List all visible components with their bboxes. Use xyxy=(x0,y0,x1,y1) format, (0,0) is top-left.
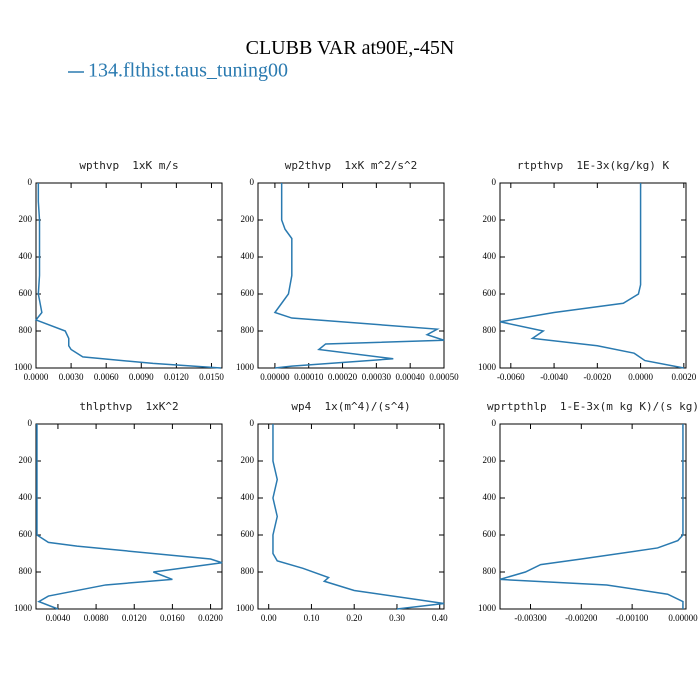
x-tick-label: -0.0040 xyxy=(540,372,568,382)
x-tick-label: 0.00020 xyxy=(328,372,358,382)
y-tick-label: 0 xyxy=(492,418,497,428)
plot-frame xyxy=(35,182,223,369)
plot-frame xyxy=(499,182,687,369)
x-tick-label: 0.00010 xyxy=(294,372,324,382)
x-tick-label: 0.30 xyxy=(389,613,405,623)
plot-frame xyxy=(35,423,223,610)
x-tick-label: 0.0040 xyxy=(46,613,71,623)
x-tick-label: 0.40 xyxy=(432,613,448,623)
y-tick-label: 600 xyxy=(241,529,255,539)
x-tick-label: 0.20 xyxy=(346,613,362,623)
x-tick-label: 0.0090 xyxy=(129,372,154,382)
y-tick-label: 1000 xyxy=(478,362,497,372)
y-tick-label: 0 xyxy=(492,177,497,187)
x-tick-label: 0.00040 xyxy=(396,372,426,382)
x-tick-label: -0.0060 xyxy=(497,372,525,382)
plot-frame xyxy=(257,423,445,610)
x-tick-label: 0.00030 xyxy=(362,372,392,382)
y-tick-label: 600 xyxy=(483,529,497,539)
subplot-title: wpthvp 1xK m/s xyxy=(79,159,178,172)
x-tick-label: 0.0060 xyxy=(94,372,119,382)
x-tick-label: 0.00 xyxy=(261,613,277,623)
y-tick-label: 200 xyxy=(241,455,255,465)
profile-line xyxy=(34,183,221,369)
plot-frame xyxy=(257,182,445,369)
y-tick-label: 800 xyxy=(19,325,33,335)
y-tick-label: 600 xyxy=(19,529,33,539)
y-tick-label: 600 xyxy=(19,288,33,298)
y-tick-label: 400 xyxy=(241,492,255,502)
x-tick-label: -0.0020 xyxy=(583,372,611,382)
figure-title: CLUBB VAR at90E,-45N xyxy=(246,37,455,59)
y-tick-label: 400 xyxy=(19,251,33,261)
profile-line xyxy=(272,424,445,610)
y-tick-label: 200 xyxy=(19,455,33,465)
x-tick-label: 0.0030 xyxy=(59,372,84,382)
y-tick-label: 1000 xyxy=(14,603,33,613)
y-tick-label: 200 xyxy=(241,214,255,224)
y-tick-label: 800 xyxy=(483,566,497,576)
y-tick-label: 1000 xyxy=(236,603,255,613)
subplot-title: rtpthvp 1E-3x(kg/kg) K xyxy=(517,159,670,172)
y-tick-label: 800 xyxy=(241,325,255,335)
y-tick-label: 600 xyxy=(483,288,497,298)
y-tick-label: 0 xyxy=(28,177,33,187)
y-tick-label: 400 xyxy=(483,251,497,261)
profile-line xyxy=(36,424,223,610)
x-tick-label: 0.0160 xyxy=(160,613,185,623)
y-tick-label: 200 xyxy=(483,214,497,224)
profile-line xyxy=(499,183,684,369)
x-tick-label: 0.10 xyxy=(304,613,320,623)
subplot-title: wp4 1x(m^4)/(s^4) xyxy=(291,400,410,413)
x-tick-label: 0.0080 xyxy=(84,613,109,623)
y-tick-label: 0 xyxy=(250,177,255,187)
y-tick-label: 0 xyxy=(250,418,255,428)
y-tick-label: 800 xyxy=(241,566,255,576)
profile-line xyxy=(499,424,684,609)
y-tick-label: 800 xyxy=(19,566,33,576)
x-tick-label: 0.0000 xyxy=(24,372,49,382)
x-tick-label: -0.00200 xyxy=(565,613,598,623)
y-tick-label: 600 xyxy=(241,288,255,298)
x-tick-label: -0.00300 xyxy=(514,613,547,623)
x-tick-label: 0.00000 xyxy=(668,613,698,623)
y-tick-label: 200 xyxy=(483,455,497,465)
y-tick-label: 800 xyxy=(483,325,497,335)
x-tick-label: -0.00100 xyxy=(616,613,649,623)
x-tick-label: 0.00050 xyxy=(429,372,459,382)
subplot-title: wp2thvp 1xK m^2/s^2 xyxy=(285,159,417,172)
y-tick-label: 200 xyxy=(19,214,33,224)
y-tick-label: 400 xyxy=(483,492,497,502)
y-tick-label: 1000 xyxy=(236,362,255,372)
plot-frame xyxy=(499,423,687,610)
subplot-title: thlpthvp 1xK^2 xyxy=(79,400,178,413)
y-tick-label: 400 xyxy=(241,251,255,261)
y-tick-label: 400 xyxy=(19,492,33,502)
legend-label: 134.flthist.taus_tuning00 xyxy=(88,60,288,82)
y-tick-label: 0 xyxy=(28,418,33,428)
x-tick-label: 0.0120 xyxy=(164,372,189,382)
x-tick-label: 0.0120 xyxy=(122,613,147,623)
x-tick-label: 0.00000 xyxy=(260,372,290,382)
x-tick-label: 0.0020 xyxy=(671,372,696,382)
x-tick-label: 0.0000 xyxy=(628,372,653,382)
y-tick-label: 1000 xyxy=(14,362,33,372)
profile-line xyxy=(273,183,445,369)
subplot-title: wprtpthlp 1-E-3x(m kg K)/(s kg) xyxy=(487,400,699,413)
y-tick-label: 1000 xyxy=(478,603,497,613)
x-tick-label: 0.0150 xyxy=(199,372,224,382)
x-tick-label: 0.0200 xyxy=(198,613,223,623)
